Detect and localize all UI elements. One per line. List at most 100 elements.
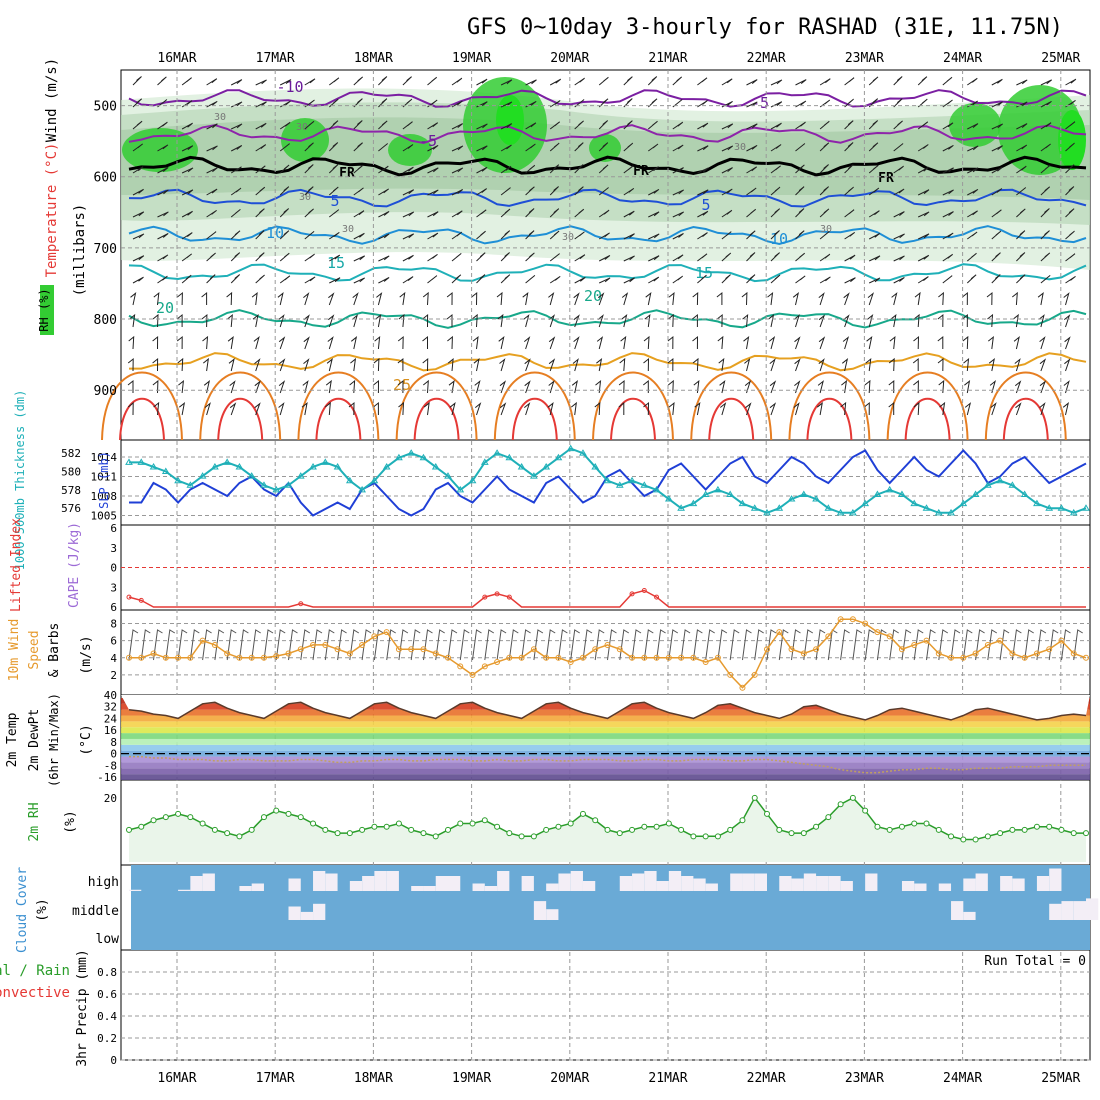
rh2m-point xyxy=(1083,830,1089,837)
wind-barb xyxy=(157,254,169,262)
warm-lobe-2 xyxy=(297,371,380,441)
wind-barb xyxy=(991,252,1001,262)
li-tick: 3 xyxy=(110,542,117,555)
temp-tick: 16 xyxy=(104,724,117,737)
wind10-barb xyxy=(803,629,814,661)
wind-barb xyxy=(476,274,486,284)
cloud-middle-label: middle xyxy=(72,904,119,919)
cloud-bar xyxy=(1000,876,1013,891)
thickness-marker xyxy=(750,504,759,511)
cloud-low-label: low xyxy=(96,932,120,947)
wind10-point xyxy=(322,641,329,648)
wind-barb xyxy=(279,208,290,218)
wind-barb xyxy=(868,187,880,196)
slp-tick: 1008 xyxy=(91,490,118,503)
cloud-bar xyxy=(129,889,142,891)
date-label-top: 16MAR xyxy=(157,51,196,66)
warm-lobe-5 xyxy=(592,371,674,441)
cloud-bar xyxy=(178,889,191,891)
wind-barb xyxy=(548,292,555,306)
wind-barb xyxy=(402,189,415,196)
wind-barb xyxy=(227,335,234,350)
wind10-point xyxy=(1033,650,1040,657)
thickness-marker xyxy=(125,458,133,465)
wind10-point xyxy=(776,629,783,636)
wind-barb xyxy=(549,253,560,262)
cloud-high-label: high xyxy=(88,875,119,890)
rh2m-point xyxy=(469,820,476,827)
wind-barb xyxy=(500,123,513,130)
wind-barb xyxy=(643,357,650,372)
rh2m-point xyxy=(579,810,586,817)
isotherm--10 xyxy=(128,89,1087,108)
wind-barb xyxy=(398,313,405,328)
rh-contour-label: 30 xyxy=(342,224,354,235)
thickness-marker xyxy=(542,462,551,470)
date-label-bottom: 17MAR xyxy=(256,1071,295,1086)
wind-barb xyxy=(549,78,562,86)
wind-barb xyxy=(304,231,315,240)
wind-barb xyxy=(375,313,382,328)
wind-barb xyxy=(648,276,660,284)
wind-barb xyxy=(942,275,953,284)
wind10-point xyxy=(592,646,599,653)
wind-barb xyxy=(201,291,208,305)
wind-barb xyxy=(328,292,335,306)
label-wind10-unit: (m/s) xyxy=(79,635,94,674)
thickness-marker xyxy=(149,462,158,470)
wind-barb xyxy=(967,100,979,108)
wind-barb xyxy=(917,189,930,196)
wind-barb xyxy=(206,209,217,218)
wind-barb xyxy=(793,402,800,416)
wind10-point xyxy=(898,646,905,653)
wind-barb xyxy=(986,291,993,306)
wind-barb xyxy=(647,98,658,108)
wind-barb xyxy=(912,357,919,371)
wind-barb xyxy=(523,402,531,416)
wind-barb xyxy=(474,380,481,394)
thickness-marker xyxy=(947,508,955,516)
wind-barb xyxy=(913,379,919,394)
wind-barb xyxy=(397,357,404,371)
wind-barb xyxy=(549,186,559,196)
wind-barb xyxy=(127,401,134,416)
wind-barb xyxy=(863,401,870,416)
wind-barb xyxy=(524,358,531,372)
wind10-point xyxy=(1009,650,1016,657)
wind-barb xyxy=(422,313,429,328)
wind-barb xyxy=(206,123,218,130)
wind10-barb xyxy=(729,629,740,661)
wind-barb xyxy=(991,166,1003,174)
thickness-marker xyxy=(247,472,256,479)
wind-barb xyxy=(304,99,315,108)
wind-barb xyxy=(181,232,193,240)
wind-barb xyxy=(721,123,734,130)
wind10-barb xyxy=(398,629,409,661)
slp-tick: 1011 xyxy=(91,471,118,484)
wind-barb xyxy=(672,144,684,152)
wind-barb xyxy=(746,230,756,240)
wind-barb xyxy=(328,164,339,174)
hot-lobe-7 xyxy=(806,397,853,441)
wind10-point xyxy=(727,671,734,678)
wind10-barb xyxy=(815,629,826,661)
li-point xyxy=(482,594,488,600)
wind-barb xyxy=(917,166,930,174)
wind-barb xyxy=(153,291,160,306)
wind-barb xyxy=(623,98,633,108)
wind-barb xyxy=(889,335,896,350)
wind-barb xyxy=(181,100,193,108)
label-thickness: 1000-500mb Thickness (dm) xyxy=(13,390,27,571)
cloud-bar xyxy=(681,876,694,891)
wind-barb xyxy=(353,232,365,240)
rh2m-point xyxy=(960,836,967,843)
temp-tick: -16 xyxy=(97,771,117,784)
wind-barb xyxy=(570,401,577,416)
cloud-bar xyxy=(411,886,424,891)
wind-barb xyxy=(721,252,732,262)
wind-barb xyxy=(402,211,415,218)
cloud-bar xyxy=(644,871,657,891)
wind-barb xyxy=(768,313,775,328)
